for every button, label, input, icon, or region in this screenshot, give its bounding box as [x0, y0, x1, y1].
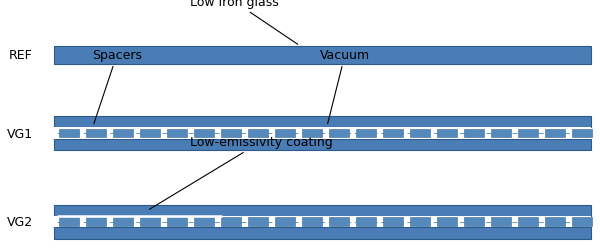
- Text: Low-emissivity coating: Low-emissivity coating: [149, 136, 332, 209]
- Bar: [54, 47, 591, 64]
- Bar: [54, 139, 591, 151]
- Bar: [275, 129, 295, 138]
- Text: Low iron glass: Low iron glass: [190, 0, 298, 45]
- Bar: [86, 129, 106, 138]
- Bar: [54, 227, 591, 239]
- Bar: [545, 217, 565, 226]
- Text: Vacuum: Vacuum: [320, 49, 370, 124]
- Bar: [248, 129, 268, 138]
- Bar: [383, 217, 403, 226]
- Bar: [356, 129, 376, 138]
- Bar: [572, 129, 592, 138]
- Bar: [54, 128, 591, 139]
- Bar: [491, 217, 511, 226]
- Bar: [464, 217, 484, 226]
- Text: Spacers: Spacers: [92, 49, 142, 124]
- Text: VG2: VG2: [7, 215, 33, 228]
- Bar: [54, 116, 591, 128]
- Bar: [221, 129, 241, 138]
- Bar: [437, 129, 457, 138]
- Bar: [167, 129, 187, 138]
- Bar: [491, 129, 511, 138]
- Bar: [410, 129, 430, 138]
- Bar: [59, 129, 79, 138]
- Bar: [194, 129, 214, 138]
- Bar: [545, 129, 565, 138]
- Bar: [302, 217, 322, 226]
- Bar: [302, 129, 322, 138]
- Bar: [54, 205, 591, 216]
- Bar: [518, 217, 538, 226]
- Bar: [464, 129, 484, 138]
- Bar: [167, 217, 187, 226]
- Bar: [59, 217, 79, 226]
- Bar: [194, 217, 214, 226]
- Bar: [329, 217, 349, 226]
- Text: VG1: VG1: [7, 127, 33, 140]
- Bar: [437, 217, 457, 226]
- Bar: [518, 129, 538, 138]
- Bar: [140, 129, 160, 138]
- Bar: [140, 217, 160, 226]
- Bar: [329, 129, 349, 138]
- Bar: [572, 217, 592, 226]
- Bar: [356, 217, 376, 226]
- Bar: [113, 129, 133, 138]
- Bar: [275, 217, 295, 226]
- Bar: [86, 217, 106, 226]
- Bar: [113, 217, 133, 226]
- Bar: [54, 216, 591, 227]
- Bar: [410, 217, 430, 226]
- Bar: [221, 217, 241, 226]
- Bar: [383, 129, 403, 138]
- Text: REF: REF: [9, 49, 33, 62]
- Bar: [248, 217, 268, 226]
